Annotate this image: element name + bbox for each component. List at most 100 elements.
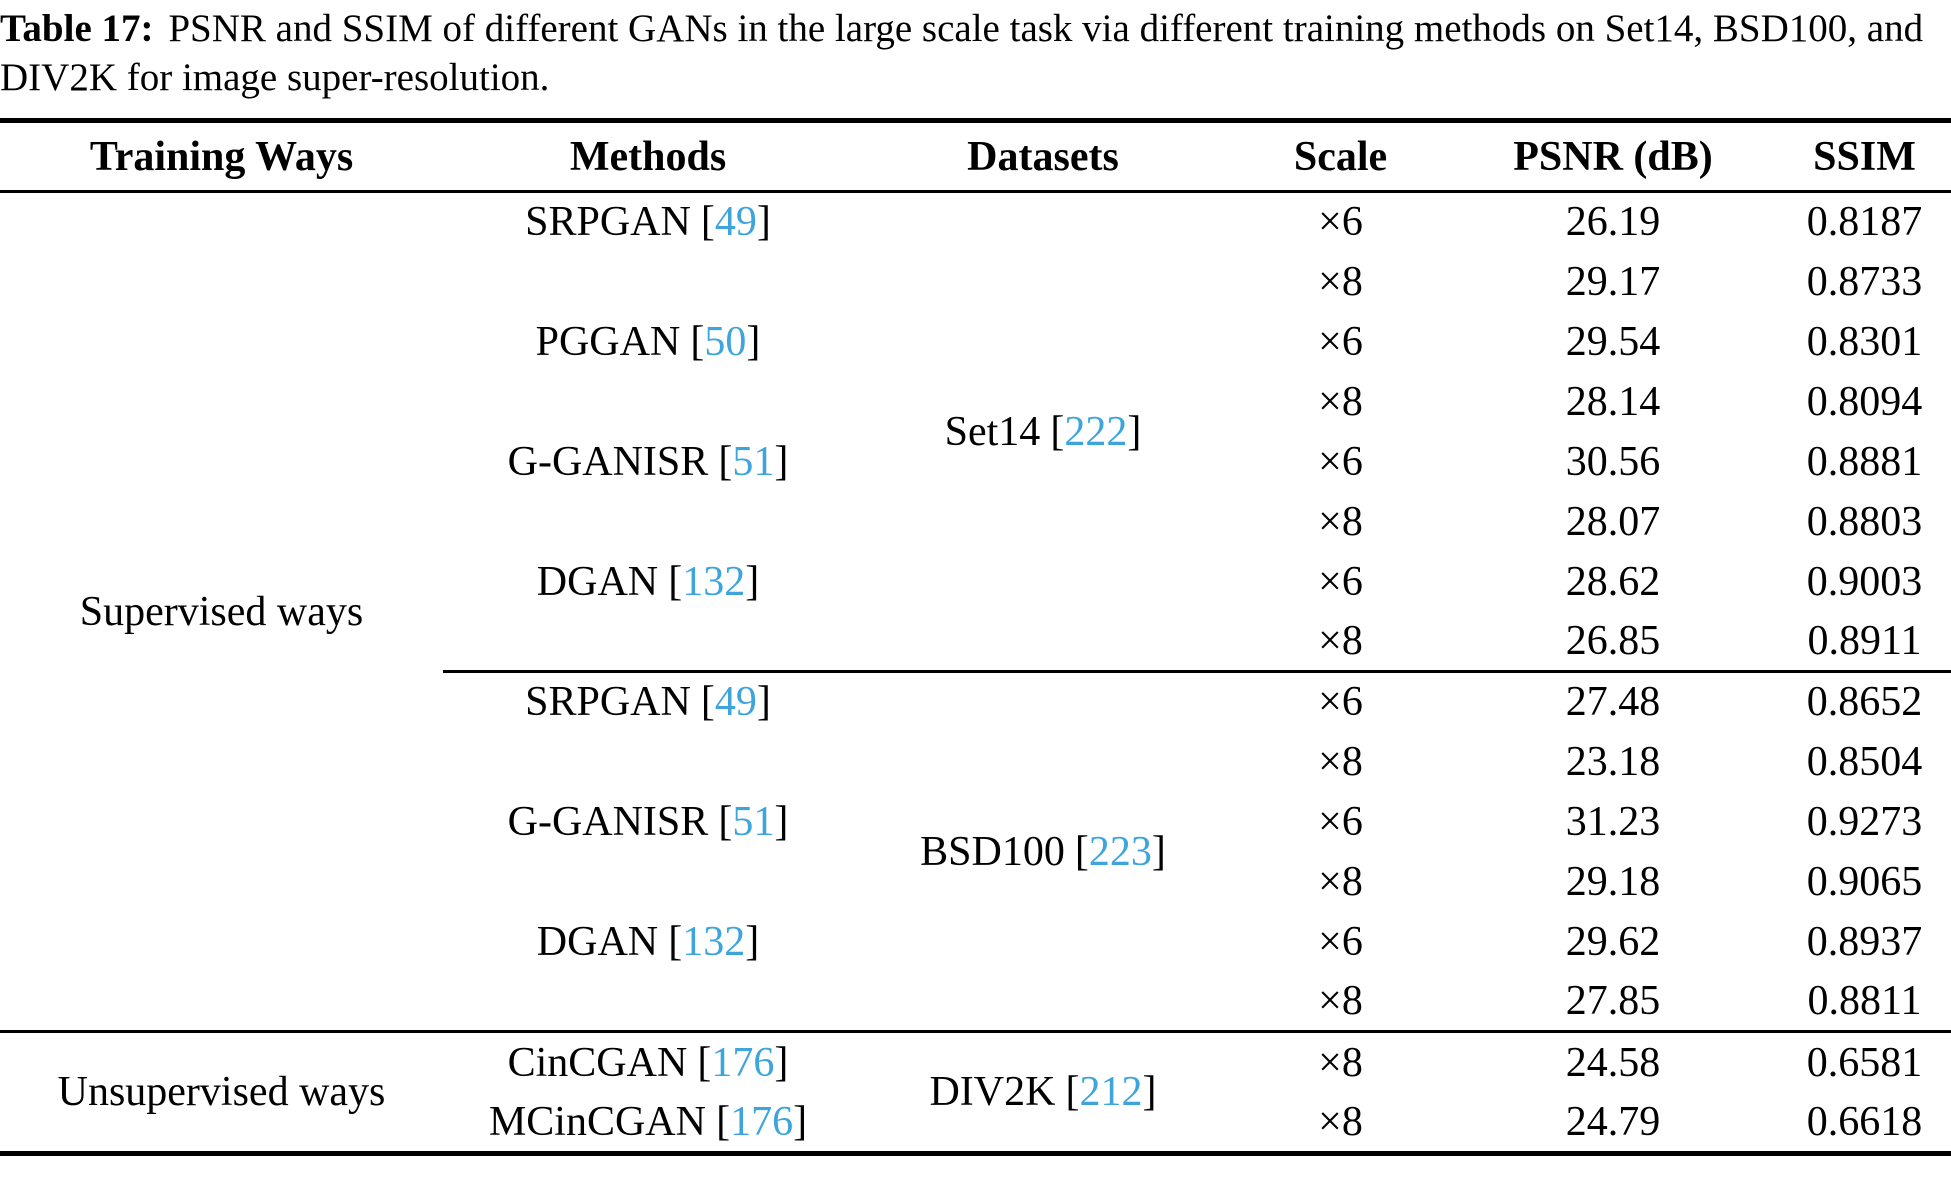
table-row: G-GANISR [51] ×6 31.23 0.9273 [0,792,1951,852]
method-name: SRPGAN [525,679,691,726]
psnr-cell: 26.19 [1565,199,1661,246]
scale-cell: ×6 [1318,798,1363,845]
training-way-label: Supervised ways [79,588,364,635]
table-row: SRPGAN [49] BSD100 [223] ×6 27.48 0.8652 [0,671,1951,1033]
training-way-cell: Unsupervised ways [0,1032,443,1154]
method-cell: CinCGAN [176] [443,1032,853,1093]
citation-number[interactable]: 176 [711,1039,775,1086]
citation-open-bracket: [ [700,679,715,726]
scale-cell: ×8 [1318,738,1363,785]
method-cell-empty [443,252,853,312]
dataset-cell: DIV2K [212] [853,1032,1233,1154]
method-name: G-GANISR [507,438,709,485]
training-way-cell: Supervised ways [0,191,443,1033]
method-name: DGAN [536,558,659,605]
ssim-cell: 0.6581 [1806,1039,1923,1086]
method-name: CinCGAN [507,1039,688,1086]
citation-open-bracket: [ [1050,408,1065,455]
table-row: Unsupervised ways CinCGAN [176] DIV2K [212… [0,1032,1951,1115]
citation-number[interactable]: 49 [714,679,757,726]
scale-cell: ×8 [1318,258,1363,305]
method-name: DGAN [536,918,659,965]
ssim-cell: 0.9003 [1806,558,1923,605]
citation-open-bracket: [ [700,199,715,246]
method-cell: G-GANISR [51] [443,432,853,492]
citation: [49] [701,199,771,245]
citation-open-bracket: [ [716,1098,731,1145]
citation-number[interactable]: 212 [1079,1069,1143,1115]
dataset-name: BSD100 [920,828,1065,875]
method-name: MCinCGAN [488,1098,706,1145]
citation-number[interactable]: 50 [704,318,747,365]
results-table: Training Ways Methods Datasets Scale PSN… [0,118,1951,1156]
citation-close-bracket: ] [745,918,760,965]
method-cell: DGAN [132] [443,552,853,612]
col-header-training-ways: Training Ways [0,120,443,193]
citation-close-bracket: ] [774,798,789,845]
ssim-cell: 0.6618 [1806,1098,1923,1145]
col-header-psnr: PSNR (dB) [1448,120,1778,193]
psnr-cell: 29.54 [1565,318,1661,365]
psnr-cell: 26.85 [1448,611,1778,673]
citation-number[interactable]: 132 [682,918,746,965]
scale-cell: ×8 [1318,1039,1363,1086]
ssim-cell: 0.8911 [1778,611,1951,673]
citation-number[interactable]: 132 [682,558,746,605]
ssim-cell: 0.9065 [1806,858,1923,905]
citation-close-bracket: ] [745,558,760,605]
method-cell-empty [443,492,853,552]
scale-cell: ×6 [1318,679,1363,726]
citation-number[interactable]: 51 [732,798,775,845]
citation: [132] [668,919,759,965]
citation-open-bracket: [ [1074,828,1089,875]
col-header-scale: Scale [1233,120,1448,193]
citation-number[interactable]: 223 [1088,828,1152,875]
method-cell: MCinCGAN [176] [443,1093,853,1154]
scale-cell: ×6 [1318,318,1363,365]
table-row: ×8 28.14 0.8094 [0,372,1951,432]
citation: [49] [701,679,771,725]
citation-close-bracket: ] [756,679,771,726]
citation-number[interactable]: 51 [732,438,775,485]
citation: [223] [1075,829,1166,875]
method-cell: SRPGAN [49] [443,192,853,252]
table-row: G-GANISR [51] ×6 30.56 0.8881 [0,432,1951,492]
ssim-cell: 0.8652 [1806,679,1923,726]
citation-number[interactable]: 49 [714,199,757,246]
psnr-cell: 29.18 [1565,858,1661,905]
citation: [51] [718,439,788,485]
citation-number[interactable]: 176 [730,1098,794,1145]
scale-cell: ×8 [1233,971,1448,1033]
method-cell-empty [443,372,853,432]
citation-close-bracket: ] [793,1098,808,1145]
method-cell: PGGAN [50] [443,312,853,372]
col-header-methods: Methods [443,120,853,193]
table-row: ×8 28.07 0.8803 [0,492,1951,552]
citation-close-bracket: ] [774,1039,789,1086]
table-row: PGGAN [50] ×6 29.54 0.8301 [0,312,1951,372]
method-cell-empty [443,732,853,792]
citation-number[interactable]: 222 [1064,408,1128,455]
method-name: SRPGAN [525,199,691,246]
table-caption-label: Table 17: [0,7,154,50]
method-cell-empty [443,611,853,673]
citation-close-bracket: ] [1127,408,1142,455]
psnr-cell: 29.62 [1565,918,1661,965]
citation-open-bracket: [ [718,438,733,485]
table-row: DGAN [132] ×6 29.62 0.8937 [0,912,1951,972]
scale-cell: ×8 [1318,498,1363,545]
citation-open-bracket: [ [718,798,733,845]
table-row: ×8 26.85 0.8911 [0,611,1951,673]
citation-close-bracket: ] [774,438,789,485]
ssim-cell: 0.8803 [1806,498,1923,545]
scale-cell: ×8 [1318,1098,1363,1145]
ssim-cell: 0.8094 [1806,378,1923,425]
ssim-cell: 0.8187 [1806,199,1923,246]
table-row: ×8 29.17 0.8733 [0,252,1951,312]
method-cell: DGAN [132] [443,912,853,972]
scale-cell: ×6 [1318,438,1363,485]
method-name: PGGAN [535,318,681,365]
col-header-datasets: Datasets [853,120,1233,193]
psnr-cell: 27.48 [1565,679,1661,726]
citation-close-bracket: ] [746,318,761,365]
